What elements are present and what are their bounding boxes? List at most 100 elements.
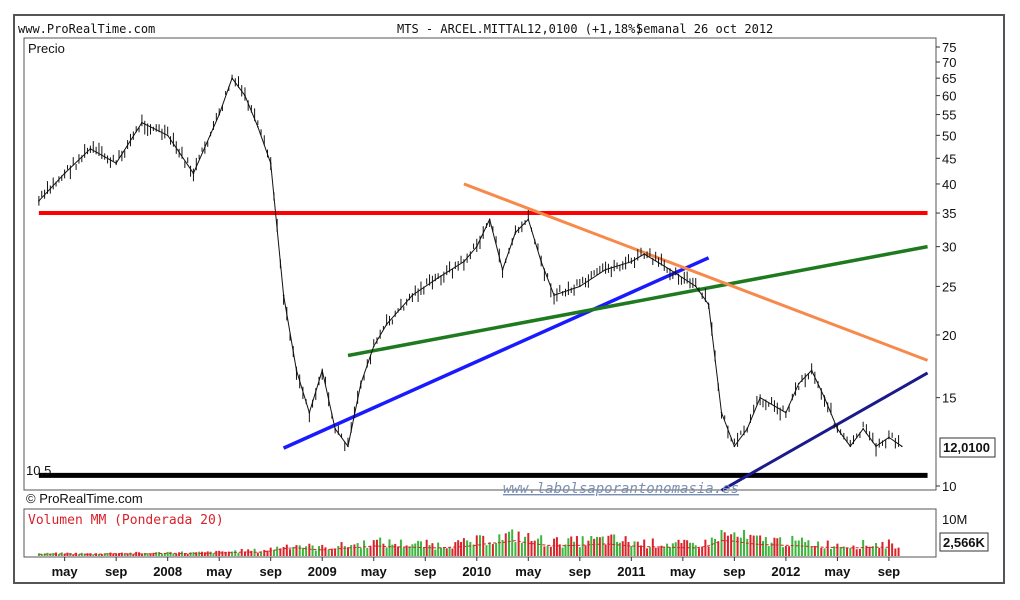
volume-bar xyxy=(132,553,135,556)
volume-bar xyxy=(767,546,770,556)
time-tick-label: 2010 xyxy=(462,564,491,579)
volume-bar xyxy=(618,542,621,556)
volume-bar xyxy=(66,552,69,556)
volume-bar xyxy=(408,546,411,556)
volume-bar xyxy=(118,553,121,556)
price-point xyxy=(166,134,169,137)
price-point xyxy=(385,323,388,326)
volume-bar xyxy=(152,552,155,556)
volume-bar xyxy=(855,549,858,556)
volume-bar xyxy=(103,553,106,556)
volume-bar xyxy=(749,534,752,556)
volume-bar xyxy=(871,546,874,556)
volume-bar xyxy=(624,536,627,556)
volume-bar xyxy=(475,535,478,556)
watermark[interactable]: www.labolsaporantonomasia.es xyxy=(503,481,739,497)
volume-bar xyxy=(852,545,855,556)
time-tick-label: sep xyxy=(414,564,436,579)
volume-bar xyxy=(697,548,700,556)
volume-bar xyxy=(498,534,501,556)
volume-bar xyxy=(425,539,428,556)
volume-bar xyxy=(163,553,166,556)
volume-bar xyxy=(584,545,587,556)
volume-bar xyxy=(227,551,230,556)
volume-bar xyxy=(849,548,852,556)
volume-bar xyxy=(366,547,369,556)
green-trend-line xyxy=(347,244,928,358)
volume-bar xyxy=(817,541,820,556)
volume-bar xyxy=(250,550,253,556)
time-tick-label: sep xyxy=(878,564,900,579)
volume-bar xyxy=(511,529,514,556)
last-price-value: 12,0100 xyxy=(943,440,990,455)
volume-bar xyxy=(372,540,375,556)
volume-bar xyxy=(428,545,431,556)
price-point xyxy=(372,345,375,347)
time-tick-label: may xyxy=(52,564,79,579)
volume-bar xyxy=(524,536,527,556)
price-point xyxy=(463,260,465,263)
volume-bar xyxy=(414,543,417,556)
price-tick-label: 20 xyxy=(942,328,956,343)
volume-bar xyxy=(868,546,871,556)
volume-bar xyxy=(829,548,832,556)
volume-bar xyxy=(636,541,639,556)
volume-bar xyxy=(491,544,494,556)
volume-bar xyxy=(654,547,657,556)
price-point xyxy=(707,303,710,306)
volume-bar xyxy=(878,547,881,556)
volume-bar xyxy=(501,539,504,556)
price-point xyxy=(231,77,233,79)
volume-bar xyxy=(704,539,707,556)
quote-label: 12,0100 (+1,18%) xyxy=(527,22,643,36)
volume-bar xyxy=(356,543,359,556)
volume-bar xyxy=(379,537,382,556)
volume-bar xyxy=(231,551,234,556)
volume-bar xyxy=(776,538,779,556)
volume-bar xyxy=(183,553,186,556)
volume-bar xyxy=(517,531,520,556)
volume-bar xyxy=(701,546,704,556)
price-point xyxy=(89,148,92,150)
time-tick-label: sep xyxy=(260,564,282,579)
price-series xyxy=(38,74,903,457)
volume-bar xyxy=(411,544,414,556)
volume-bar xyxy=(97,553,100,556)
volume-bar xyxy=(507,531,510,556)
price-point xyxy=(308,411,311,414)
price-point xyxy=(244,94,246,97)
volume-bar xyxy=(839,546,842,556)
volume-bar xyxy=(633,541,636,556)
volume-bar xyxy=(630,546,633,556)
volume-bar xyxy=(269,547,272,556)
price-tick-label: 65 xyxy=(942,71,956,86)
volume-bar xyxy=(442,547,445,556)
volume-bar xyxy=(823,548,826,556)
volume-bar xyxy=(671,543,674,556)
volume-bar xyxy=(607,535,610,556)
volume-bar xyxy=(405,545,408,556)
volume-bar xyxy=(431,543,434,556)
volume-bar xyxy=(224,551,227,556)
last-volume-value: 2,566K xyxy=(943,535,986,550)
price-tick-label: 30 xyxy=(942,240,956,255)
price-tick-label: 10 xyxy=(942,479,956,494)
volume-bar xyxy=(694,545,697,556)
price-point xyxy=(823,396,826,399)
price-point xyxy=(862,428,864,430)
price-point xyxy=(269,162,272,164)
volume-bar xyxy=(616,541,619,556)
volume-bar xyxy=(575,536,578,556)
volume-bar xyxy=(143,552,146,556)
site-label[interactable]: www.ProRealTime.com xyxy=(18,22,155,36)
brand-label: © ProRealTime.com xyxy=(26,491,143,506)
volume-bar xyxy=(279,548,282,556)
time-tick-label: may xyxy=(670,564,697,579)
volume-bar xyxy=(604,544,607,556)
price-tick-label: 70 xyxy=(942,55,956,70)
volume-bar xyxy=(192,552,195,556)
price-point xyxy=(488,218,491,221)
volume-bar xyxy=(140,553,143,556)
volume-bar xyxy=(126,553,129,556)
price-point xyxy=(643,253,646,255)
